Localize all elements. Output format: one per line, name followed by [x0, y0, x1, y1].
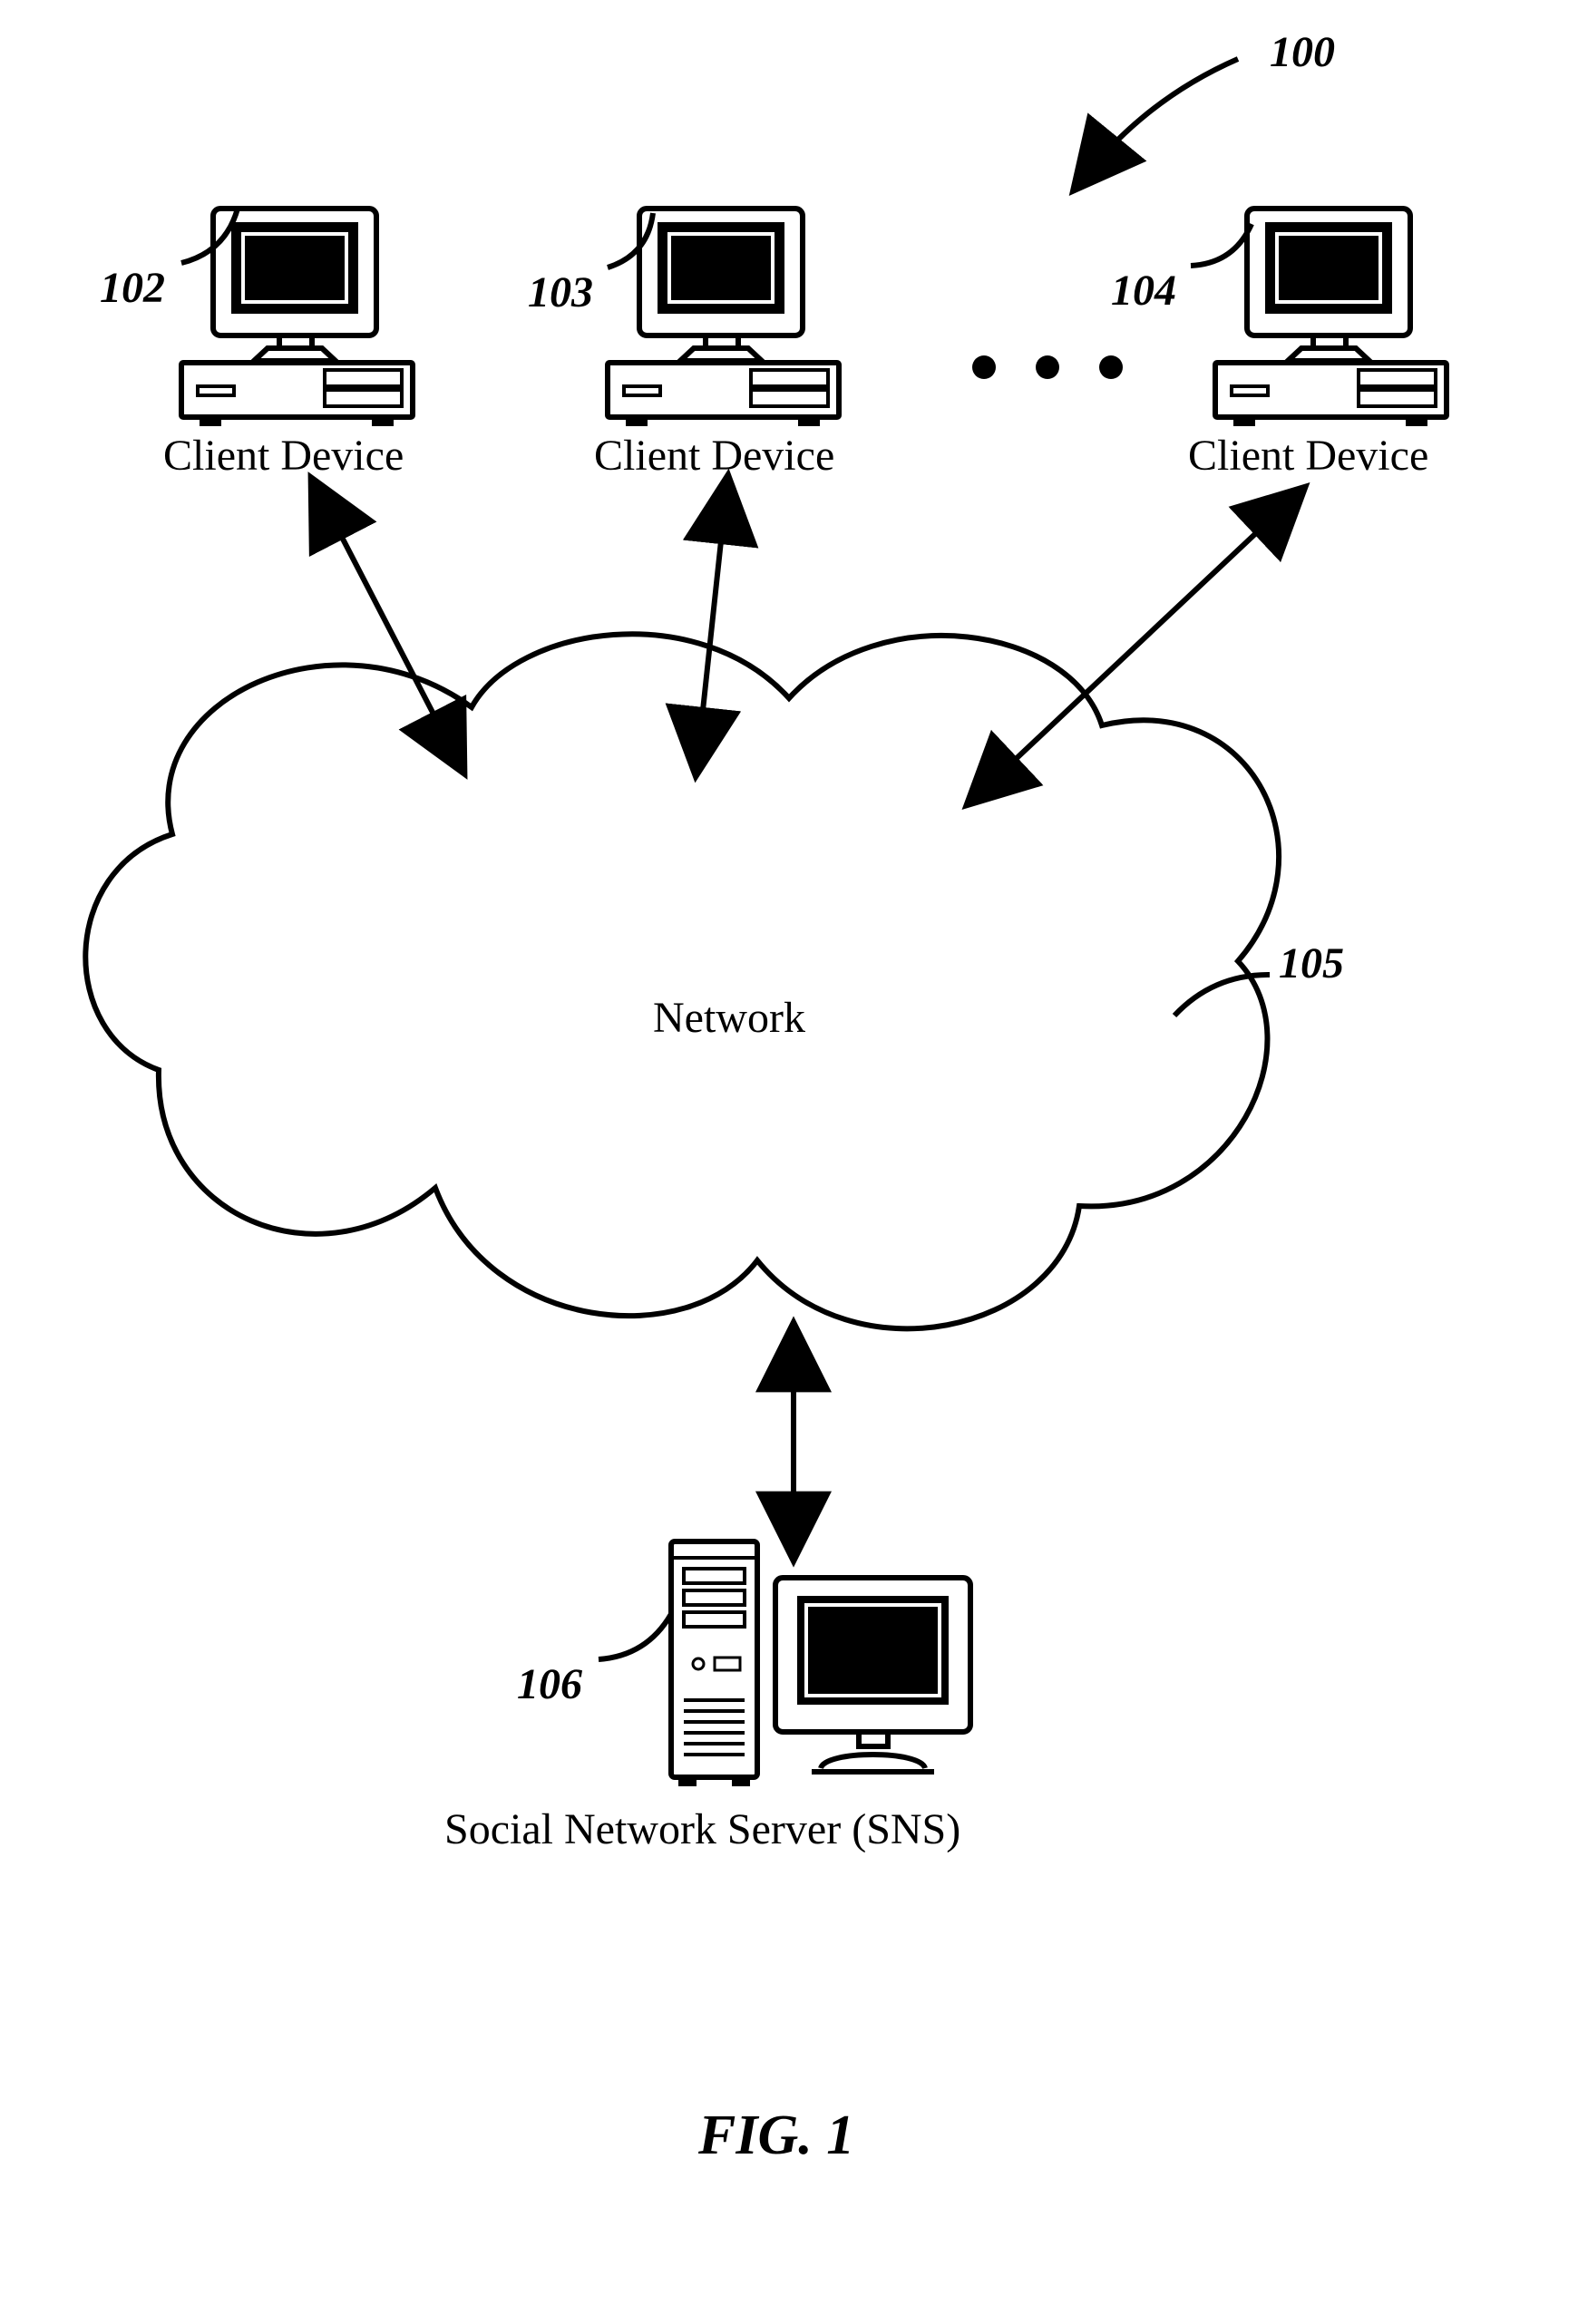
ellipsis-dot-0: [972, 355, 996, 379]
ref-106-lead: [599, 1614, 671, 1659]
arrow-client-104: [984, 503, 1288, 789]
cloud-label: Network: [653, 993, 805, 1043]
sns-label: Social Network Server (SNS): [444, 1804, 960, 1854]
svg-layer: [0, 0, 1588, 2324]
client-104-label: Client Device: [1188, 431, 1428, 481]
diagram-canvas: FIG. 1 Client Device Client Device Client …: [0, 0, 1588, 2324]
figure-caption: FIG. 1: [698, 2104, 854, 2168]
client-104-icon: [1215, 209, 1447, 426]
ref-103-lead: [608, 213, 653, 267]
sns-icon: [671, 1541, 970, 1786]
ref-104: 104: [1111, 266, 1176, 316]
ref-103: 103: [528, 267, 593, 317]
ref-105: 105: [1279, 938, 1344, 988]
ellipsis-dot-1: [1036, 355, 1059, 379]
ref-104-lead: [1191, 224, 1252, 266]
arrow-client-103: [698, 499, 726, 753]
ref-102-lead: [181, 209, 238, 263]
ref-102: 102: [100, 263, 165, 313]
ellipsis-dot-2: [1099, 355, 1123, 379]
arrow-client-102: [322, 499, 453, 753]
ref-106: 106: [517, 1659, 582, 1709]
network-cloud: [85, 634, 1279, 1328]
client-102-label: Client Device: [163, 431, 404, 481]
client-103-label: Client Device: [594, 431, 834, 481]
ref-100-lead: [1088, 59, 1238, 172]
client-102-icon: [181, 209, 413, 426]
ref-100: 100: [1270, 27, 1335, 77]
